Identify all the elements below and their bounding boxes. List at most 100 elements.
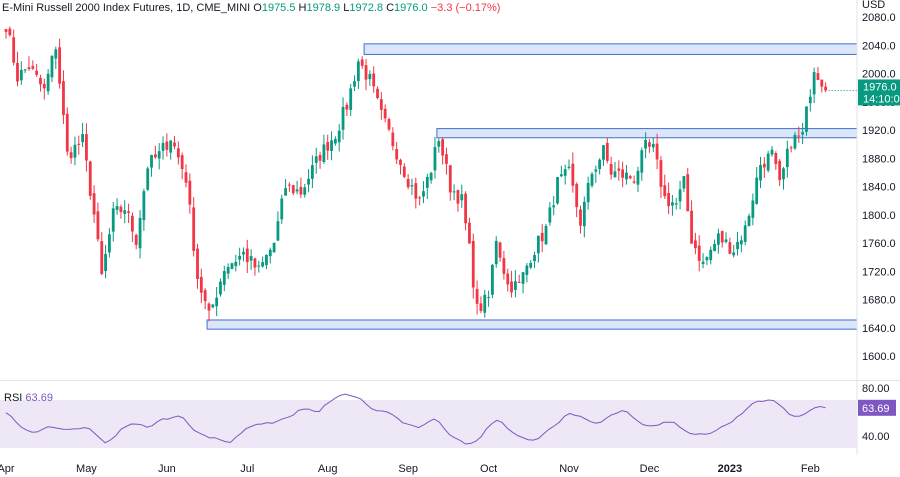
candle-body <box>671 202 674 206</box>
candle-body <box>349 88 353 110</box>
candle-body <box>368 74 372 80</box>
candle-body <box>667 192 670 207</box>
candle-body <box>651 143 655 148</box>
time-tick-label: Oct <box>480 463 497 475</box>
change-value: −3.3 (−0.17%) <box>430 2 501 14</box>
candle-body <box>234 261 238 267</box>
rsi-pane[interactable]: 80.00 40.00 63.69 <box>0 383 896 448</box>
candle-body <box>694 240 697 249</box>
candle-body <box>762 163 766 168</box>
price-tick-label: 1840.0 <box>862 182 896 194</box>
candle-body <box>582 201 586 227</box>
candle-body <box>728 242 732 254</box>
candle-body <box>713 243 716 252</box>
candle-body <box>115 206 119 210</box>
candle-body <box>364 65 368 80</box>
time-axis[interactable]: Apr May Jun Jul Aug Sep Oct Nov Dec 2023 Feb <box>0 463 820 475</box>
price-axis[interactable]: USD 2080.02040.02000.01960.01920.01880.0… <box>862 0 896 363</box>
candle-body <box>732 252 736 256</box>
candle-body <box>173 142 176 147</box>
candle-body <box>429 172 433 181</box>
candle-body <box>452 191 456 193</box>
candle-body <box>88 161 92 196</box>
close-value: 1976.0 <box>394 2 428 14</box>
candle-body <box>448 165 452 193</box>
open-label: O <box>253 2 262 14</box>
candle-body <box>548 207 552 223</box>
candle-body <box>475 288 479 304</box>
candle-body <box>387 119 391 130</box>
candle-body <box>4 29 8 32</box>
candle-body <box>169 140 173 153</box>
time-tick-label: Dec <box>640 463 660 475</box>
candle-body <box>288 184 291 186</box>
price-tick-label: 2080.0 <box>862 12 896 24</box>
candle-body <box>755 177 759 204</box>
rsi-band <box>0 400 857 448</box>
symbol-title[interactable]: E-Mini Russell 2000 Index Futures, 1D, C… <box>2 2 251 14</box>
candle-body <box>211 304 215 308</box>
candle-body <box>77 143 81 145</box>
candle-body <box>157 151 161 159</box>
candle-body <box>96 211 100 240</box>
time-tick-label: Feb <box>801 463 820 475</box>
candle-body <box>238 255 242 260</box>
candle-body <box>716 233 720 245</box>
candle-body <box>85 134 88 161</box>
candle-body <box>123 210 127 214</box>
price-tick-label: 1880.0 <box>862 153 896 165</box>
candle-body <box>640 150 644 173</box>
candle-body <box>441 139 445 156</box>
candle-body <box>659 160 663 187</box>
candle-body <box>617 168 621 171</box>
symbol-legend[interactable]: E-Mini Russell 2000 Index Futures, 1D, C… <box>2 2 500 14</box>
candle-body <box>544 225 548 245</box>
rsi-value-badge <box>858 399 896 416</box>
candle-body <box>81 134 84 143</box>
candle-body <box>16 62 19 82</box>
candle-body <box>674 203 678 205</box>
candle-body <box>253 258 257 268</box>
time-tick-label: Jun <box>158 463 176 475</box>
candle-body <box>812 72 816 95</box>
candle-body <box>445 154 448 164</box>
time-tick-label: Jul <box>240 463 254 475</box>
candle-body <box>590 173 594 186</box>
candle-body <box>261 262 265 267</box>
candle-body <box>502 258 506 274</box>
candle-body <box>751 200 755 218</box>
candle-body <box>594 169 598 172</box>
candle-body <box>188 180 192 205</box>
open-value: 1975.5 <box>261 2 296 14</box>
candle-body <box>314 156 318 163</box>
candle-body <box>739 240 743 245</box>
rsi-legend[interactable]: RSI 63.69 <box>4 392 53 404</box>
candle-body <box>464 193 467 224</box>
candle-body <box>111 208 115 232</box>
candle-body <box>127 211 130 214</box>
candle-body <box>437 141 441 147</box>
candle-body <box>759 165 762 181</box>
candle-body <box>628 176 632 179</box>
candle-body <box>808 96 812 104</box>
candle-body <box>571 163 575 186</box>
price-zone[interactable] <box>363 43 858 55</box>
candle-body <box>23 69 27 71</box>
candle-body <box>215 297 219 307</box>
candle-body <box>345 104 349 110</box>
low-label: L <box>343 2 350 14</box>
candle-body <box>632 181 636 183</box>
candle-body <box>35 70 39 75</box>
candle-body <box>62 81 65 115</box>
candle-body <box>648 142 651 147</box>
candle-body <box>27 67 31 70</box>
price-tick-label: 1600.0 <box>862 351 896 363</box>
rsi-label: RSI <box>4 392 23 404</box>
candle-body <box>498 242 502 258</box>
candle-body <box>330 140 333 151</box>
price-zone[interactable] <box>206 319 858 330</box>
candle-body <box>383 108 387 119</box>
candle-body <box>602 145 605 160</box>
candle-body <box>379 99 383 110</box>
